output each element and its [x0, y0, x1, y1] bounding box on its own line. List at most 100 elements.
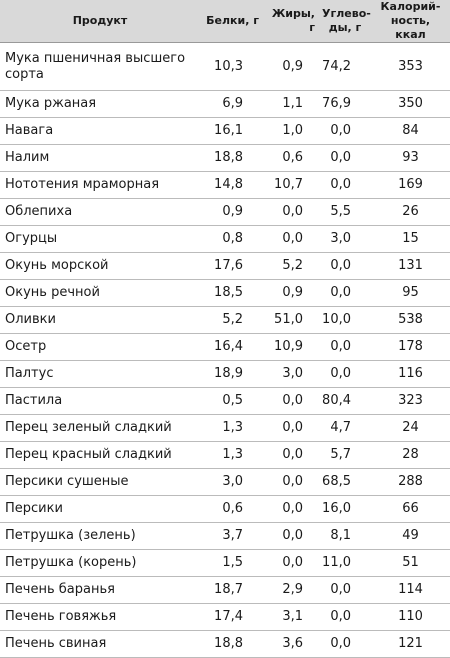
cell-value: 114: [371, 576, 450, 604]
table-row: Огурцы 0,8 0,0 3,0 15: [0, 225, 450, 253]
cell-value: 49: [371, 522, 450, 550]
product-name: Пастила: [0, 387, 200, 415]
cell-value: 121: [371, 630, 450, 658]
cell-value: 74,2: [319, 42, 371, 91]
table-row: Перец зеленый сладкий 1,3 0,0 4,7 24: [0, 414, 450, 442]
column-header: Калорий- ность, ккал: [371, 0, 450, 43]
product-name: Облепиха: [0, 198, 200, 226]
cell-value: 17,6: [200, 252, 263, 280]
cell-value: 3,0: [200, 468, 263, 496]
cell-value: 3,0: [319, 225, 371, 253]
cell-value: 18,5: [200, 279, 263, 307]
cell-value: 5,2: [263, 252, 319, 280]
table-row: Мука пшеничная высшего сорта 10,3 0,9 74,2 3…: [0, 42, 450, 91]
table-row: Палтус 18,9 3,0 0,0 116: [0, 360, 450, 388]
cell-value: 11,0: [319, 549, 371, 577]
cell-value: 0,0: [319, 603, 371, 631]
column-header: Углево- ды, г: [319, 0, 371, 43]
table-row: Печень свиная 18,8 3,6 0,0 121: [0, 630, 450, 658]
table-row: Мука ржаная 6,9 1,1 76,9 350: [0, 90, 450, 118]
cell-value: 10,0: [319, 306, 371, 334]
cell-value: 66: [371, 495, 450, 523]
cell-value: 323: [371, 387, 450, 415]
cell-value: 0,9: [200, 198, 263, 226]
product-name: Персики: [0, 495, 200, 523]
table-body: Мука пшеничная высшего сорта 10,3 0,9 74,2 3…: [0, 42, 450, 658]
table-row: Персики 0,6 0,0 16,0 66: [0, 495, 450, 523]
cell-value: 0,0: [263, 198, 319, 226]
cell-value: 350: [371, 90, 450, 118]
cell-value: 0,0: [263, 495, 319, 523]
cell-value: 1,5: [200, 549, 263, 577]
product-name: Налим: [0, 144, 200, 172]
product-name: Печень говяжья: [0, 603, 200, 631]
cell-value: 0,0: [319, 333, 371, 361]
cell-value: 0,0: [319, 279, 371, 307]
table-row: Пастила 0,5 0,0 80,4 323: [0, 387, 450, 415]
cell-value: 80,4: [319, 387, 371, 415]
cell-value: 116: [371, 360, 450, 388]
cell-value: 18,9: [200, 360, 263, 388]
cell-value: 24: [371, 414, 450, 442]
cell-value: 0,5: [200, 387, 263, 415]
cell-value: 0,9: [263, 42, 319, 91]
cell-value: 5,2: [200, 306, 263, 334]
cell-value: 84: [371, 117, 450, 145]
product-name: Огурцы: [0, 225, 200, 253]
cell-value: 178: [371, 333, 450, 361]
table-row: Навага 16,1 1,0 0,0 84: [0, 117, 450, 145]
cell-value: 95: [371, 279, 450, 307]
cell-value: 16,1: [200, 117, 263, 145]
product-name: Персики сушеные: [0, 468, 200, 496]
product-name: Навага: [0, 117, 200, 145]
cell-value: 3,6: [263, 630, 319, 658]
cell-value: 18,7: [200, 576, 263, 604]
cell-value: 0,0: [319, 630, 371, 658]
cell-value: 131: [371, 252, 450, 280]
cell-value: 76,9: [319, 90, 371, 118]
cell-value: 68,5: [319, 468, 371, 496]
table-row: Петрушка (корень) 1,5 0,0 11,0 51: [0, 549, 450, 577]
cell-value: 51,0: [263, 306, 319, 334]
table-row: Облепиха 0,9 0,0 5,5 26: [0, 198, 450, 226]
cell-value: 1,0: [263, 117, 319, 145]
cell-value: 0,0: [319, 576, 371, 604]
product-name: Печень баранья: [0, 576, 200, 604]
cell-value: 3,1: [263, 603, 319, 631]
cell-value: 0,0: [263, 549, 319, 577]
cell-value: 0,0: [263, 225, 319, 253]
product-name: Окунь речной: [0, 279, 200, 307]
cell-value: 5,7: [319, 441, 371, 469]
product-name: Печень свиная: [0, 630, 200, 658]
cell-value: 16,0: [319, 495, 371, 523]
cell-value: 169: [371, 171, 450, 199]
cell-value: 1,1: [263, 90, 319, 118]
product-name: Мука ржаная: [0, 90, 200, 118]
cell-value: 18,8: [200, 630, 263, 658]
product-name: Петрушка (зелень): [0, 522, 200, 550]
cell-value: 288: [371, 468, 450, 496]
cell-value: 51: [371, 549, 450, 577]
cell-value: 8,1: [319, 522, 371, 550]
cell-value: 0,0: [263, 387, 319, 415]
cell-value: 93: [371, 144, 450, 172]
table-row: Нототения мраморная 14,8 10,7 0,0 169: [0, 171, 450, 199]
cell-value: 0,8: [200, 225, 263, 253]
cell-value: 0,0: [263, 522, 319, 550]
table-row: Окунь морской 17,6 5,2 0,0 131: [0, 252, 450, 280]
cell-value: 0,6: [263, 144, 319, 172]
cell-value: 0,0: [263, 414, 319, 442]
table-row: Окунь речной 18,5 0,9 0,0 95: [0, 279, 450, 307]
table-row: Персики сушеные 3,0 0,0 68,5 288: [0, 468, 450, 496]
column-header: Жиры, г: [263, 0, 319, 43]
cell-value: 1,3: [200, 414, 263, 442]
cell-value: 0,0: [319, 117, 371, 145]
product-name: Перец зеленый сладкий: [0, 414, 200, 442]
table-row: Печень баранья 18,7 2,9 0,0 114: [0, 576, 450, 604]
column-header: Продукт: [0, 0, 200, 43]
cell-value: 14,8: [200, 171, 263, 199]
product-name: Перец красный сладкий: [0, 441, 200, 469]
header-row: Продукт Белки, г Жиры, г Углево- ды, г Калор…: [0, 0, 450, 43]
cell-value: 10,3: [200, 42, 263, 91]
